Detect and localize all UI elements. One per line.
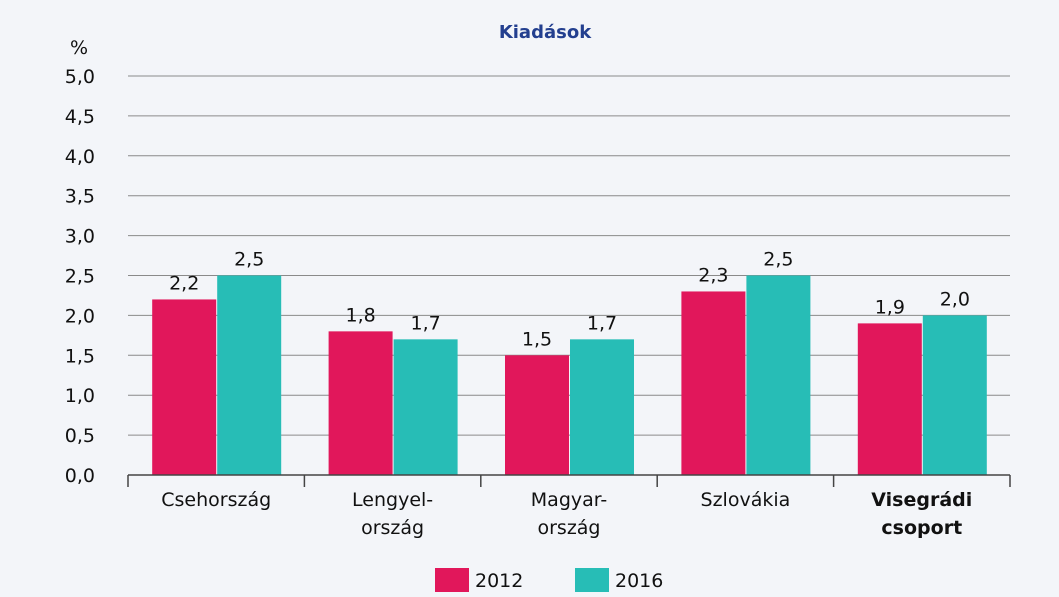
bar — [505, 355, 569, 475]
legend-swatch — [575, 568, 609, 592]
x-tick-label: Lengyel-ország — [352, 489, 433, 539]
value-label: 1,7 — [410, 312, 440, 334]
bar — [328, 331, 393, 475]
chart-title: Kiadások — [499, 22, 592, 43]
legend-swatch — [435, 568, 469, 592]
bar — [217, 275, 282, 475]
bar — [681, 291, 746, 475]
value-label: 2,5 — [234, 249, 264, 271]
x-tick-label: Visegrádi csoport — [871, 489, 972, 539]
bar — [152, 299, 217, 475]
value-label: 2,5 — [763, 249, 793, 271]
legend-label: 2012 — [475, 570, 523, 592]
bar — [922, 315, 987, 475]
y-tick-label: 1,0 — [65, 385, 95, 407]
value-label: 1,8 — [345, 304, 375, 326]
value-label: 2,2 — [169, 272, 199, 294]
bar — [746, 275, 811, 475]
value-label: 2,3 — [698, 264, 728, 286]
value-label: 1,9 — [875, 296, 905, 318]
bar — [570, 339, 634, 475]
y-axis-label: % — [70, 37, 88, 59]
y-tick-label: 3,0 — [65, 226, 95, 248]
bar — [393, 339, 458, 475]
x-tick-label: Szlovákia — [701, 489, 791, 511]
value-label: 1,7 — [587, 312, 617, 334]
y-tick-label: 0,0 — [65, 465, 95, 487]
y-tick-label: 2,0 — [65, 305, 95, 327]
y-tick-label: 1,5 — [65, 345, 95, 367]
value-label: 1,5 — [522, 328, 552, 350]
x-tick-label: Magyar-ország — [531, 489, 607, 539]
y-tick-label: 4,0 — [65, 146, 95, 168]
value-label: 2,0 — [940, 288, 970, 310]
y-tick-label: 0,5 — [65, 425, 95, 447]
bar — [857, 323, 922, 475]
y-tick-label: 2,5 — [65, 266, 95, 288]
y-tick-label: 3,5 — [65, 186, 95, 208]
legend-label: 2016 — [615, 570, 663, 592]
y-tick-label: 5,0 — [65, 66, 95, 88]
y-tick-label: 4,5 — [65, 106, 95, 128]
x-tick-label: Csehország — [161, 489, 271, 511]
